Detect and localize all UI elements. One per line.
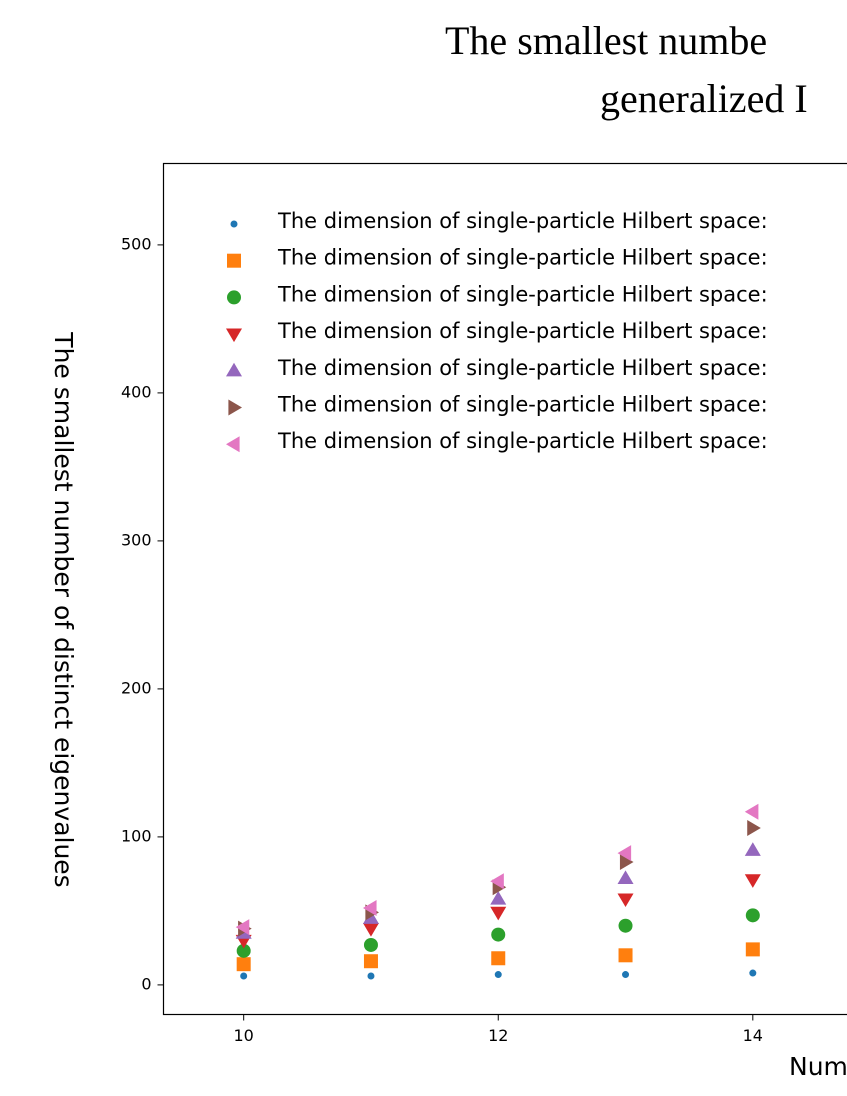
legend-label: The dimension of single-particle Hilbert… [277,209,768,233]
y-tick-label: 500 [121,234,152,253]
y-tick-label: 200 [121,678,152,697]
marker [235,919,250,936]
legend-marker [227,253,241,268]
legend-label: The dimension of single-particle Hilbert… [277,356,768,380]
y-tick-label: 0 [141,974,151,993]
marker [747,820,761,837]
y-tick-label: 300 [121,530,152,549]
marker [236,943,251,958]
x-axis-label: Num [789,1052,847,1081]
marker [749,969,757,977]
legend-label: The dimension of single-particle Hilbert… [277,246,768,270]
marker [490,906,507,921]
marker [744,842,761,856]
marker [617,870,634,884]
marker [490,891,507,905]
marker [367,972,375,980]
marker [617,845,632,862]
marker [618,948,633,963]
marker [745,942,760,957]
plot-frame [162,162,847,1016]
marker [494,971,502,979]
x-tick-label: 12 [488,1026,508,1045]
marker [490,873,504,890]
marker [622,971,630,979]
legend-label: The dimension of single-particle Hilbert… [277,393,768,417]
marker [362,910,379,924]
marker [363,954,378,969]
legend-marker [226,328,242,343]
x-tick-label: 10 [234,1026,254,1045]
y-axis-label: The smallest number of distinct eigenval… [49,331,78,887]
marker [491,951,506,966]
legend-marker [230,220,238,228]
legend-marker [226,362,242,377]
marker [617,893,634,908]
marker [362,899,377,916]
marker [491,927,506,942]
y-tick-label: 400 [121,382,152,401]
marker [362,923,379,937]
marker [744,874,761,888]
legend-marker [226,436,240,453]
legend-marker [227,290,241,305]
chart-title: The smallest numbe [445,18,767,63]
legend-label: The dimension of single-particle Hilbert… [277,429,768,453]
marker [363,937,378,952]
y-tick-label: 100 [121,826,152,845]
legend-label: The dimension of single-particle Hilbert… [277,282,768,306]
marker [240,972,248,980]
legend-marker [228,399,242,416]
x-tick-label: 14 [743,1026,763,1045]
marker [618,918,633,933]
marker [619,854,634,871]
marker [744,803,759,820]
marker [745,908,760,923]
legend-label: The dimension of single-particle Hilbert… [277,319,768,343]
marker [236,957,251,972]
chart-title: generalized I [600,76,808,121]
